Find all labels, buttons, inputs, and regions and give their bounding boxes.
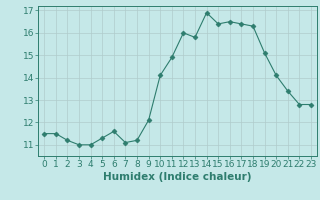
X-axis label: Humidex (Indice chaleur): Humidex (Indice chaleur) <box>103 172 252 182</box>
